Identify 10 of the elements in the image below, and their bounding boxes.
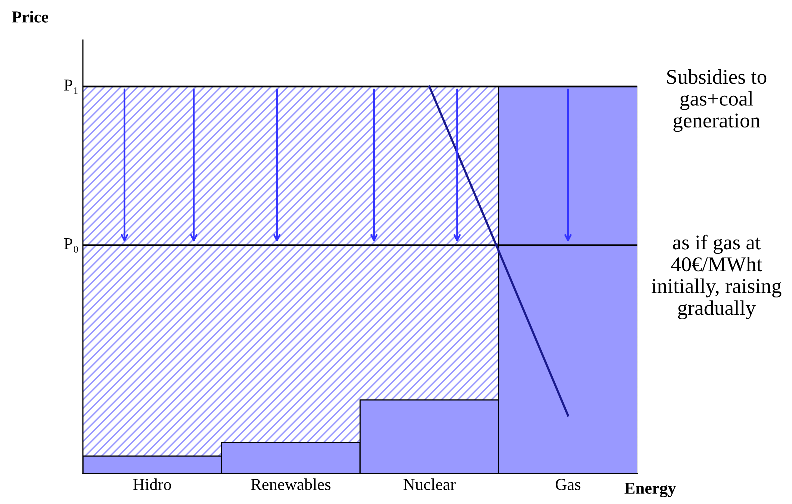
text: Subsidies to gas+coal generation bbox=[668, 70, 767, 132]
y-axis-title: Price bbox=[12, 11, 48, 23]
text: as if gas at 40€/MWht initially, raising gradually bbox=[652, 234, 782, 320]
ref-line-label: P₁ bbox=[64, 80, 78, 94]
x-tick-label: Renewables bbox=[251, 478, 331, 490]
ref-line-label: P₀ bbox=[64, 238, 78, 253]
x-axis-title: Energy bbox=[624, 482, 676, 498]
x-tick-label: Nuclear bbox=[404, 478, 456, 490]
x-tick-label: Gas bbox=[556, 479, 581, 490]
x-tick-label: Hidro bbox=[134, 478, 172, 490]
